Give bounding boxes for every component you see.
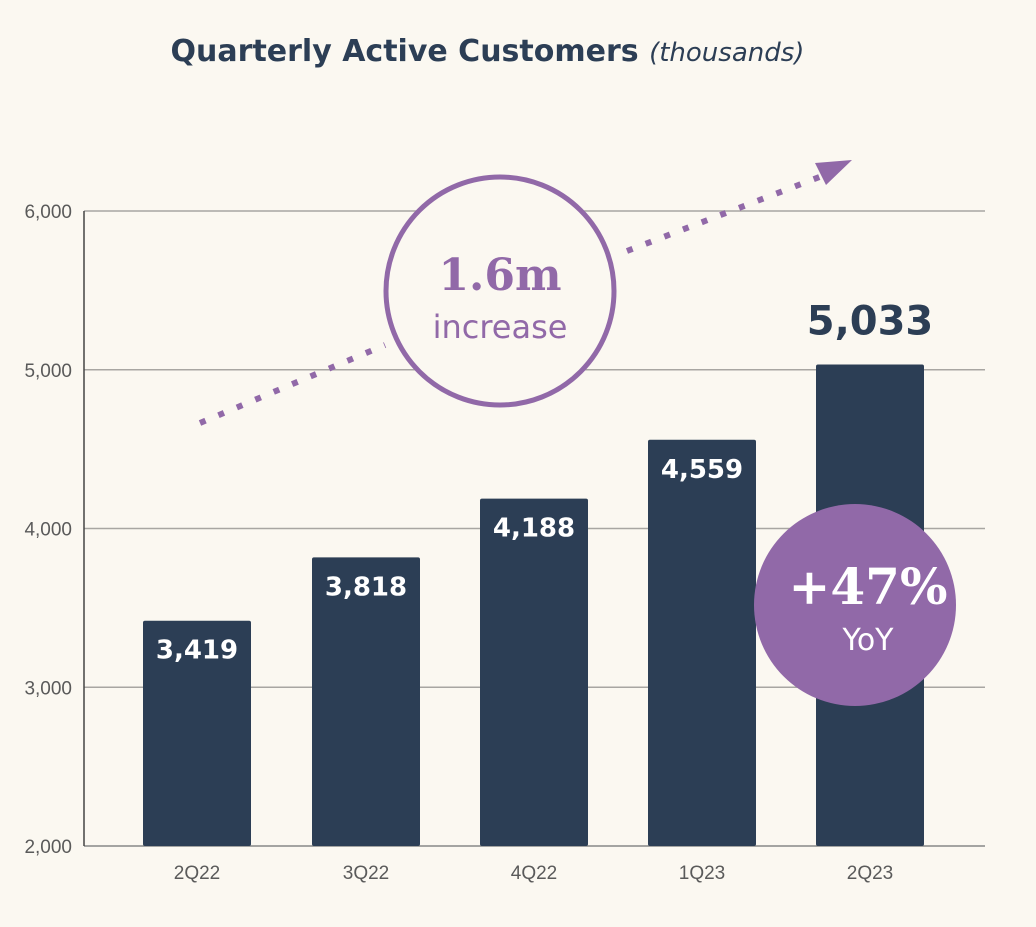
increase-label: increase	[433, 308, 568, 346]
increase-circle	[383, 174, 617, 408]
yoy-value: +47%	[789, 557, 948, 616]
x-tick-label: 2Q23	[847, 863, 893, 884]
x-tick-label: 2Q22	[174, 863, 220, 884]
data-label: 3,419	[156, 636, 238, 666]
chart-subtitle: (thousands)	[649, 38, 805, 68]
trend-arrow-line	[198, 342, 387, 426]
data-label: 4,559	[661, 455, 743, 485]
increase-value: 1.6m	[438, 250, 561, 301]
yoy-circle	[754, 504, 956, 706]
bar-1Q23	[648, 439, 756, 846]
y-tick-label: 3,000	[24, 678, 72, 699]
trend-arrow-head	[815, 160, 852, 185]
data-label: 3,818	[325, 572, 407, 602]
y-tick-label: 2,000	[24, 837, 72, 858]
y-tick-label: 4,000	[24, 520, 72, 541]
trend-arrow-line	[625, 173, 824, 254]
chart-title: Quarterly Active Customers (thousands)	[0, 34, 975, 69]
title-text: Quarterly Active Customers	[170, 34, 639, 69]
x-tick-label: 4Q22	[511, 863, 557, 884]
yoy-label: YoY	[841, 623, 894, 658]
y-tick-label: 6,000	[24, 202, 72, 223]
x-tick-label: 1Q23	[679, 863, 725, 884]
x-tick-label: 3Q22	[343, 863, 389, 884]
bar-2Q22	[143, 620, 251, 846]
data-label: 5,033	[807, 299, 934, 345]
data-label: 4,188	[493, 514, 575, 544]
bar-3Q22	[312, 557, 420, 846]
bar-4Q22	[480, 498, 588, 846]
y-tick-label: 5,000	[24, 361, 72, 382]
